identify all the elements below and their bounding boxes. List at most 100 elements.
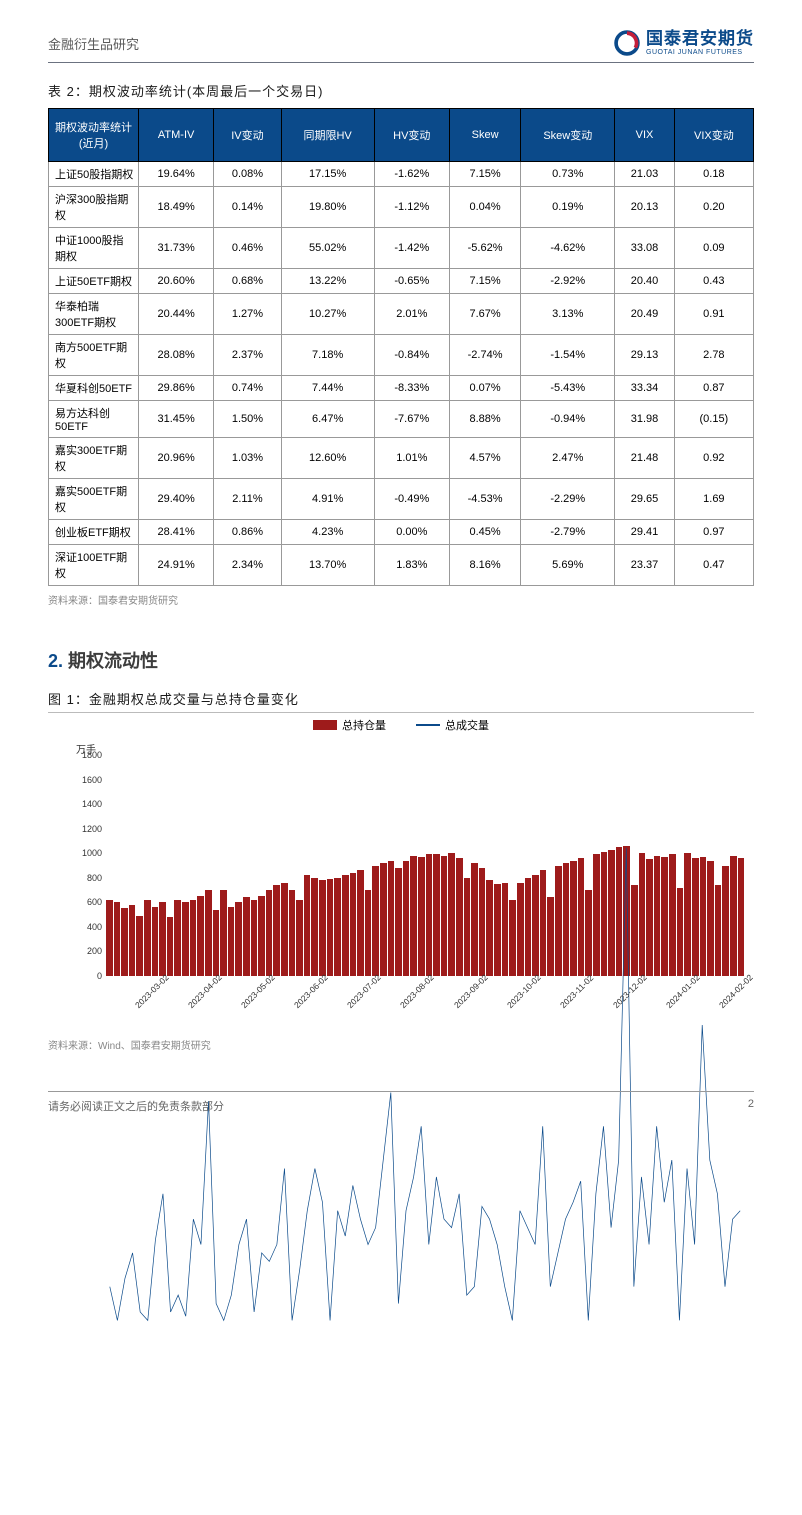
cell: 7.67% bbox=[449, 294, 520, 335]
page-footer: 请务必阅读正文之后的免责条款部分 2 bbox=[48, 1091, 754, 1114]
y-tick: 800 bbox=[70, 873, 102, 883]
cell: 5.69% bbox=[521, 545, 615, 586]
table-source: 资料来源：国泰君安期货研究 bbox=[48, 592, 754, 607]
cell: 0.74% bbox=[214, 376, 281, 401]
row-name: 中证1000股指期权 bbox=[49, 228, 139, 269]
cell: 24.91% bbox=[139, 545, 214, 586]
row-name: 上证50股指期权 bbox=[49, 162, 139, 187]
y-tick: 200 bbox=[70, 946, 102, 956]
cell: -2.29% bbox=[521, 479, 615, 520]
cell: 19.64% bbox=[139, 162, 214, 187]
logo-icon bbox=[614, 30, 640, 56]
cell: -1.12% bbox=[374, 187, 449, 228]
cell: 1.03% bbox=[214, 438, 281, 479]
col-header: VIX bbox=[615, 109, 674, 162]
cell: 29.40% bbox=[139, 479, 214, 520]
cell: 31.73% bbox=[139, 228, 214, 269]
cell: 55.02% bbox=[281, 228, 374, 269]
y-tick: 600 bbox=[70, 897, 102, 907]
y-tick: 0 bbox=[70, 971, 102, 981]
cell: 0.46% bbox=[214, 228, 281, 269]
cell: 1.50% bbox=[214, 401, 281, 438]
cell: 28.41% bbox=[139, 520, 214, 545]
section-number: 2. bbox=[48, 651, 63, 671]
table-title: 表 2：期权波动率统计(本周最后一个交易日) bbox=[48, 81, 754, 100]
col-header: Skew bbox=[449, 109, 520, 162]
table-row: 上证50ETF期权20.60%0.68%13.22%-0.65%7.15%-2.… bbox=[49, 269, 754, 294]
cell: -2.74% bbox=[449, 335, 520, 376]
col-header: Skew变动 bbox=[521, 109, 615, 162]
cell: 7.15% bbox=[449, 162, 520, 187]
y-tick: 1400 bbox=[70, 799, 102, 809]
page-header: 金融衍生品研究 国泰君安期货 GUOTAI JUNAN FUTURES bbox=[48, 30, 754, 63]
cell: 2.78 bbox=[674, 335, 753, 376]
cell: 0.04% bbox=[449, 187, 520, 228]
cell: -5.43% bbox=[521, 376, 615, 401]
cell: 0.86% bbox=[214, 520, 281, 545]
cell: 20.96% bbox=[139, 438, 214, 479]
cell: 19.80% bbox=[281, 187, 374, 228]
logo-cn-text: 国泰君安期货 bbox=[646, 30, 754, 47]
logo-en-text: GUOTAI JUNAN FUTURES bbox=[646, 49, 754, 56]
table-row: 上证50股指期权19.64%0.08%17.15%-1.62%7.15%0.73… bbox=[49, 162, 754, 187]
cell: 2.34% bbox=[214, 545, 281, 586]
cell: 2.11% bbox=[214, 479, 281, 520]
col-header: VIX变动 bbox=[674, 109, 753, 162]
cell: 1.27% bbox=[214, 294, 281, 335]
y-tick: 1600 bbox=[70, 775, 102, 785]
cell: 0.09 bbox=[674, 228, 753, 269]
cell: 29.86% bbox=[139, 376, 214, 401]
cell: 31.45% bbox=[139, 401, 214, 438]
table-row: 深证100ETF期权24.91%2.34%13.70%1.83%8.16%5.6… bbox=[49, 545, 754, 586]
cell: -1.62% bbox=[374, 162, 449, 187]
table-row: 南方500ETF期权28.08%2.37%7.18%-0.84%-2.74%-1… bbox=[49, 335, 754, 376]
cell: 29.13 bbox=[615, 335, 674, 376]
cell: 2.37% bbox=[214, 335, 281, 376]
cell: -0.49% bbox=[374, 479, 449, 520]
y-tick: 1200 bbox=[70, 824, 102, 834]
cell: 13.70% bbox=[281, 545, 374, 586]
table-row: 嘉实500ETF期权29.40%2.11%4.91%-0.49%-4.53%-2… bbox=[49, 479, 754, 520]
cell: 33.34 bbox=[615, 376, 674, 401]
cell: 0.91 bbox=[674, 294, 753, 335]
cell: 2.01% bbox=[374, 294, 449, 335]
header-category: 金融衍生品研究 bbox=[48, 34, 139, 53]
cell: 13.22% bbox=[281, 269, 374, 294]
cell: -2.79% bbox=[521, 520, 615, 545]
table-row: 华夏科创50ETF29.86%0.74%7.44%-8.33%0.07%-5.4… bbox=[49, 376, 754, 401]
table-row: 易方达科创50ETF31.45%1.50%6.47%-7.67%8.88%-0.… bbox=[49, 401, 754, 438]
col-header: HV变动 bbox=[374, 109, 449, 162]
cell: 0.87 bbox=[674, 376, 753, 401]
cell: 23.37 bbox=[615, 545, 674, 586]
section-heading: 2. 期权流动性 bbox=[48, 647, 754, 673]
cell: -2.92% bbox=[521, 269, 615, 294]
cell: 1.83% bbox=[374, 545, 449, 586]
y-tick: 1000 bbox=[70, 848, 102, 858]
cell: 12.60% bbox=[281, 438, 374, 479]
cell: 20.40 bbox=[615, 269, 674, 294]
col-header: 同期限HV bbox=[281, 109, 374, 162]
cell: 0.20 bbox=[674, 187, 753, 228]
cell: 20.60% bbox=[139, 269, 214, 294]
legend-item-line: 总成交量 bbox=[416, 717, 489, 733]
company-logo: 国泰君安期货 GUOTAI JUNAN FUTURES bbox=[614, 30, 754, 56]
table-row: 华泰柏瑞300ETF期权20.44%1.27%10.27%2.01%7.67%3… bbox=[49, 294, 754, 335]
cell: -0.94% bbox=[521, 401, 615, 438]
cell: -7.67% bbox=[374, 401, 449, 438]
cell: 10.27% bbox=[281, 294, 374, 335]
cell: 1.01% bbox=[374, 438, 449, 479]
cell: 3.13% bbox=[521, 294, 615, 335]
cell: 0.19% bbox=[521, 187, 615, 228]
legend-bar-label: 总持仓量 bbox=[342, 717, 386, 733]
cell: 0.18 bbox=[674, 162, 753, 187]
cell: 2.47% bbox=[521, 438, 615, 479]
legend-line-label: 总成交量 bbox=[445, 717, 489, 733]
cell: 4.23% bbox=[281, 520, 374, 545]
row-name: 上证50ETF期权 bbox=[49, 269, 139, 294]
cell: -1.42% bbox=[374, 228, 449, 269]
cell: 4.91% bbox=[281, 479, 374, 520]
col-header: IV变动 bbox=[214, 109, 281, 162]
cell: 20.44% bbox=[139, 294, 214, 335]
row-name: 深证100ETF期权 bbox=[49, 545, 139, 586]
cell: 17.15% bbox=[281, 162, 374, 187]
